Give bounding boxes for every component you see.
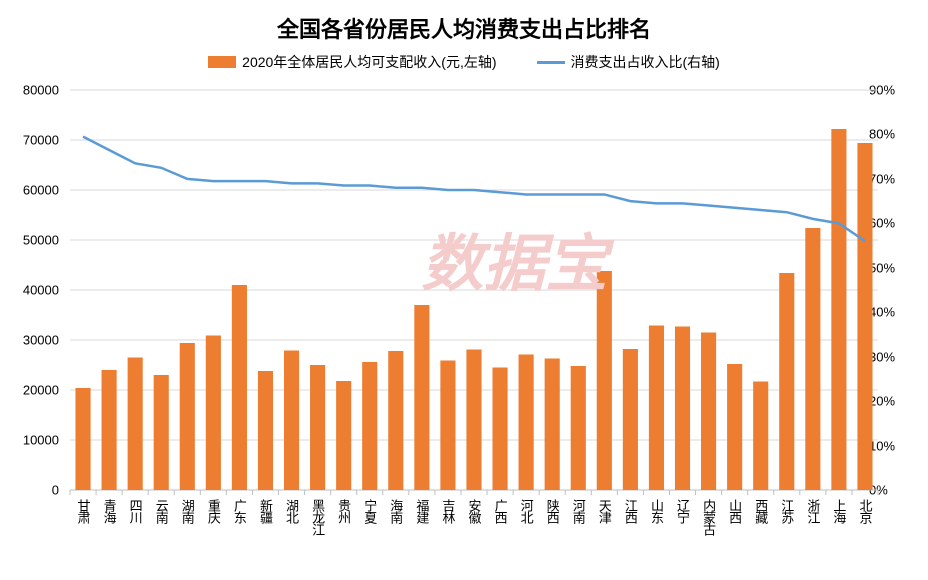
x-tick-label: 广西 xyxy=(491,499,510,523)
x-tick-label: 广东 xyxy=(230,499,249,523)
x-tick-label: 海南 xyxy=(386,499,405,523)
legend: 2020年全体居民人均可支配收入(元,左轴) 消费支出占收入比(右轴) xyxy=(0,52,928,72)
y-left-tick: 20000 xyxy=(0,383,59,398)
x-tick-label: 福建 xyxy=(412,499,431,523)
chart-container: 全国各省份居民人均消费支出占比排名 2020年全体居民人均可支配收入(元,左轴)… xyxy=(0,0,928,580)
y-left-tick: 10000 xyxy=(0,433,59,448)
legend-item-bar: 2020年全体居民人均可支配收入(元,左轴) xyxy=(208,52,496,72)
x-tick-label: 重庆 xyxy=(204,499,223,523)
x-tick-label: 天津 xyxy=(595,499,614,523)
x-tick-label: 湖北 xyxy=(282,499,301,523)
y-left-tick: 80000 xyxy=(0,83,59,98)
y-left-tick: 50000 xyxy=(0,233,59,248)
x-tick-label: 宁夏 xyxy=(360,499,379,523)
legend-item-line: 消费支出占收入比(右轴) xyxy=(537,52,720,72)
x-axis: 甘肃青海四川云南湖南重庆广东新疆湖北黑龙江贵州宁夏海南福建吉林安徽广西河北陕西河… xyxy=(70,495,878,580)
x-tick-label: 北京 xyxy=(855,499,874,523)
y-left-tick: 60000 xyxy=(0,183,59,198)
bar-swatch-icon xyxy=(208,56,236,68)
x-tick-label: 河南 xyxy=(569,499,588,523)
x-tick-label: 西藏 xyxy=(751,499,770,523)
x-tick-label: 陕西 xyxy=(543,499,562,523)
legend-line-label: 消费支出占收入比(右轴) xyxy=(571,52,720,72)
chart-svg xyxy=(70,90,878,490)
plot-area: 数据宝 xyxy=(70,90,878,490)
x-tick-label: 湖南 xyxy=(178,499,197,523)
x-tick-label: 新疆 xyxy=(256,499,275,523)
line-swatch-icon xyxy=(537,61,565,64)
x-tick-label: 辽宁 xyxy=(673,499,692,523)
y-left-tick: 0 xyxy=(0,483,59,498)
x-tick-label: 内蒙古 xyxy=(699,499,718,535)
x-tick-label: 河北 xyxy=(517,499,536,523)
x-tick-label: 浙江 xyxy=(803,499,822,523)
y-left-tick: 70000 xyxy=(0,133,59,148)
y-axis-left: 0100002000030000400005000060000700008000… xyxy=(0,90,65,490)
x-tick-label: 青海 xyxy=(100,499,119,523)
x-tick-label: 上海 xyxy=(829,499,848,523)
x-tick-label: 山东 xyxy=(647,499,666,523)
x-tick-label: 云南 xyxy=(152,499,171,523)
y-left-tick: 40000 xyxy=(0,283,59,298)
x-tick-label: 江苏 xyxy=(777,499,796,523)
x-tick-label: 黑龙江 xyxy=(308,499,327,535)
chart-title: 全国各省份居民人均消费支出占比排名 xyxy=(0,12,928,44)
x-tick-label: 贵州 xyxy=(334,499,353,523)
x-tick-label: 甘肃 xyxy=(74,499,93,523)
legend-bar-label: 2020年全体居民人均可支配收入(元,左轴) xyxy=(242,52,496,72)
x-tick-label: 江西 xyxy=(621,499,640,523)
y-left-tick: 30000 xyxy=(0,333,59,348)
x-tick-label: 四川 xyxy=(126,499,145,523)
x-tick-label: 安徽 xyxy=(465,499,484,523)
x-tick-label: 山西 xyxy=(725,499,744,523)
x-tick-label: 吉林 xyxy=(438,499,457,523)
